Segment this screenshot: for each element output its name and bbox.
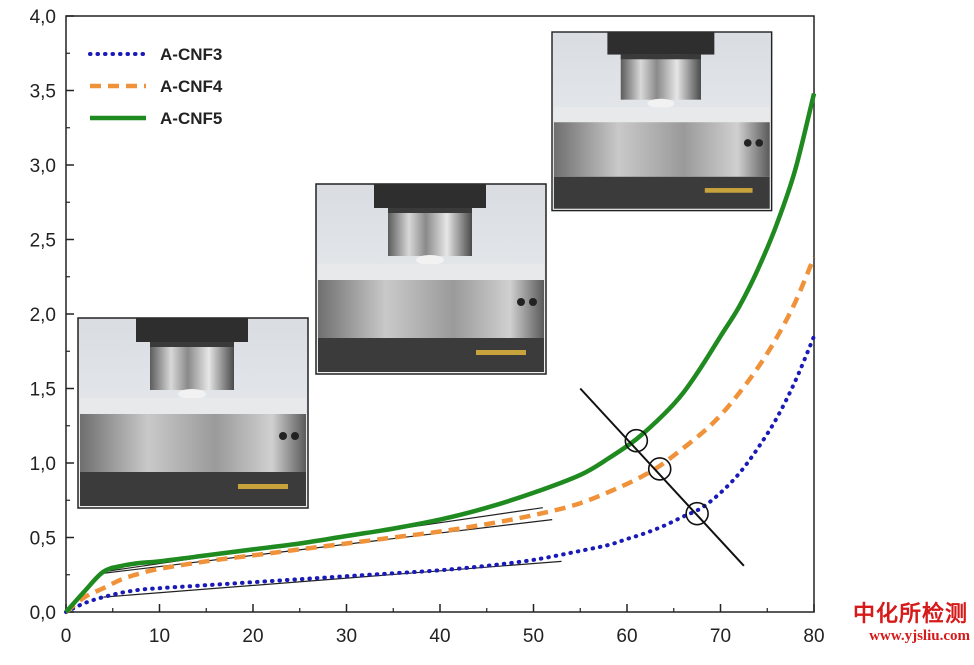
photo-test-mid [315, 183, 547, 375]
legend-label-a-cnf5: A-CNF5 [160, 109, 222, 128]
x-tick-label: 50 [523, 626, 544, 647]
legend-label-a-cnf3: A-CNF3 [160, 45, 222, 64]
fit-line [103, 560, 562, 598]
circle-marker [647, 457, 672, 481]
photo-test-early [77, 317, 309, 509]
y-axis: 0,0 0,5 1,0 1,5 2,0 2,5 3,0 3,5 4,0 [30, 7, 74, 624]
watermark-url: www.yjsliu.com [869, 628, 970, 644]
y-tick-label: 2,5 [30, 231, 56, 252]
series-layer [64, 92, 817, 614]
y-tick-label: 3,5 [30, 82, 56, 103]
x-axis: 0 10 20 30 40 50 60 70 80 [61, 604, 825, 647]
photo-test-late [551, 31, 773, 212]
legend: A-CNF3 A-CNF4 A-CNF5 [88, 45, 223, 128]
circle-marker [624, 428, 649, 453]
annotation-layer [579, 387, 745, 567]
x-tick-label: 10 [149, 626, 170, 647]
circle-marker [685, 501, 709, 526]
y-tick-label: 1,0 [30, 454, 56, 475]
y-tick-label: 2,0 [30, 305, 56, 326]
legend-label-a-cnf4: A-CNF4 [160, 77, 223, 96]
x-tick-label: 80 [803, 626, 824, 647]
x-tick-label: 70 [710, 626, 731, 647]
watermark-title: 中化所检测 [852, 602, 968, 627]
crossing-line [579, 387, 745, 567]
x-tick-label: 30 [336, 626, 357, 647]
x-tick-label: 20 [242, 626, 263, 647]
x-tick-label: 0 [61, 626, 72, 647]
series-line-a-cnf5 [64, 92, 817, 614]
y-tick-label: 0,0 [30, 603, 56, 624]
y-tick-label: 4,0 [30, 7, 56, 28]
series-line-a-cnf3 [64, 334, 816, 614]
x-tick-label: 40 [429, 626, 450, 647]
y-tick-label: 3,0 [30, 156, 56, 177]
y-tick-label: 1,5 [30, 380, 56, 401]
series-line-a-cnf4 [64, 256, 817, 614]
y-tick-label: 0,5 [30, 529, 56, 550]
x-tick-label: 60 [616, 626, 637, 647]
